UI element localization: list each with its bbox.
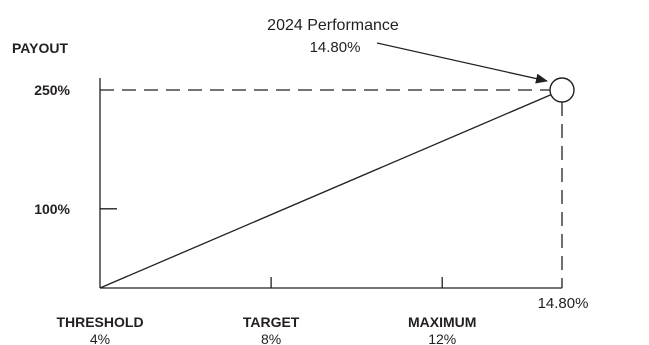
y-ticks: 250% 100% bbox=[34, 82, 117, 217]
x-tick-label: 12% bbox=[428, 331, 456, 345]
x-tick-label: 8% bbox=[261, 331, 281, 345]
y-axis-label: PAYOUT bbox=[12, 40, 68, 56]
y-tick-label: 250% bbox=[34, 82, 70, 98]
x-tick-label: 4% bbox=[90, 331, 110, 345]
performance-point bbox=[549, 77, 575, 103]
y-tick-label: 100% bbox=[34, 201, 70, 217]
annotation-value: 14.80% bbox=[310, 39, 361, 56]
performance-x-label: 14.80% bbox=[538, 295, 589, 312]
annotation-arrow bbox=[376, 42, 548, 84]
x-tick-name: THRESHOLD bbox=[56, 314, 143, 330]
x-tick-name: TARGET bbox=[243, 314, 300, 330]
x-tick-name: MAXIMUM bbox=[408, 314, 476, 330]
annotation-title: 2024 Performance bbox=[267, 17, 399, 34]
payout-curve-line bbox=[99, 89, 563, 289]
